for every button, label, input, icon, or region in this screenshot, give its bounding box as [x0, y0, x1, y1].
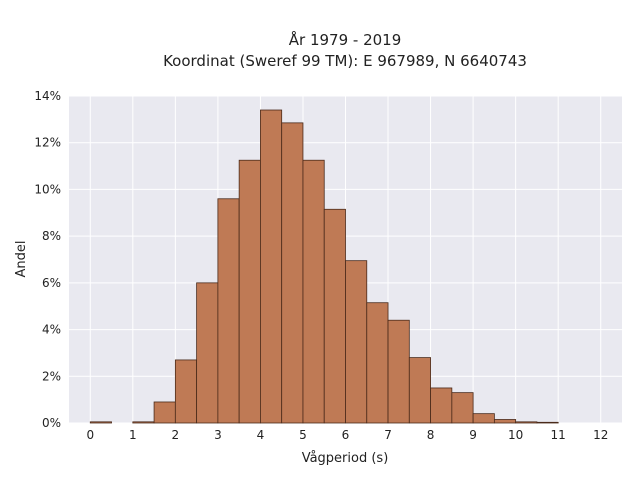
histogram-bar — [515, 421, 538, 424]
histogram-bar — [302, 159, 325, 424]
histogram-bar — [345, 260, 368, 424]
x-tick-label: 4 — [257, 428, 265, 442]
x-tick-label: 12 — [593, 428, 608, 442]
histogram-bar — [323, 208, 346, 424]
x-tick-label: 1 — [129, 428, 137, 442]
x-tick-label: 6 — [342, 428, 350, 442]
x-tick-label: 8 — [427, 428, 435, 442]
y-axis-label: Andel — [14, 241, 29, 278]
histogram-bar — [536, 421, 559, 424]
histogram-bar — [281, 122, 304, 424]
y-tick-label: 0% — [42, 416, 61, 430]
histogram-bar — [430, 387, 453, 424]
x-tick-label: 11 — [551, 428, 566, 442]
histogram-bar — [174, 359, 198, 424]
y-tick-label: 8% — [42, 229, 61, 243]
y-tick-label: 14% — [34, 89, 61, 103]
histogram-bar — [408, 357, 431, 424]
histogram-bar — [260, 109, 283, 424]
histogram-bar — [217, 198, 240, 424]
y-tick-labels: 0% 2% 4% 6% 8% 10% 12% 14% — [34, 89, 61, 430]
histogram-bar — [196, 282, 219, 424]
histogram-bar — [472, 413, 495, 424]
histogram-bar — [387, 319, 410, 424]
x-tick-label: 9 — [469, 428, 477, 442]
histogram-bar — [89, 421, 112, 424]
x-tick-label: 0 — [86, 428, 94, 442]
histogram-bar — [493, 419, 517, 424]
histogram-bar — [132, 421, 155, 424]
bars — [89, 109, 559, 424]
chart-title: År 1979 - 2019 — [289, 30, 402, 49]
y-tick-label: 2% — [42, 369, 61, 383]
x-tick-labels: 0 1 2 3 4 5 6 7 8 9 10 11 12 — [86, 428, 608, 442]
x-axis-label: Vågperiod (s) — [302, 451, 389, 466]
x-tick-label: 3 — [214, 428, 222, 442]
y-tick-label: 12% — [34, 136, 61, 150]
histogram-bar — [153, 401, 176, 424]
chart-subtitle: Koordinat (Sweref 99 TM): E 967989, N 66… — [163, 52, 527, 70]
y-tick-label: 4% — [42, 323, 61, 337]
y-tick-label: 6% — [42, 276, 61, 290]
x-tick-label: 10 — [508, 428, 523, 442]
y-tick-label: 10% — [34, 182, 61, 196]
x-tick-label: 2 — [172, 428, 180, 442]
histogram-bar — [238, 159, 261, 424]
x-tick-label: 7 — [384, 428, 392, 442]
histogram-bar — [366, 302, 389, 424]
x-tick-label: 5 — [299, 428, 307, 442]
histogram-bar — [451, 392, 474, 424]
